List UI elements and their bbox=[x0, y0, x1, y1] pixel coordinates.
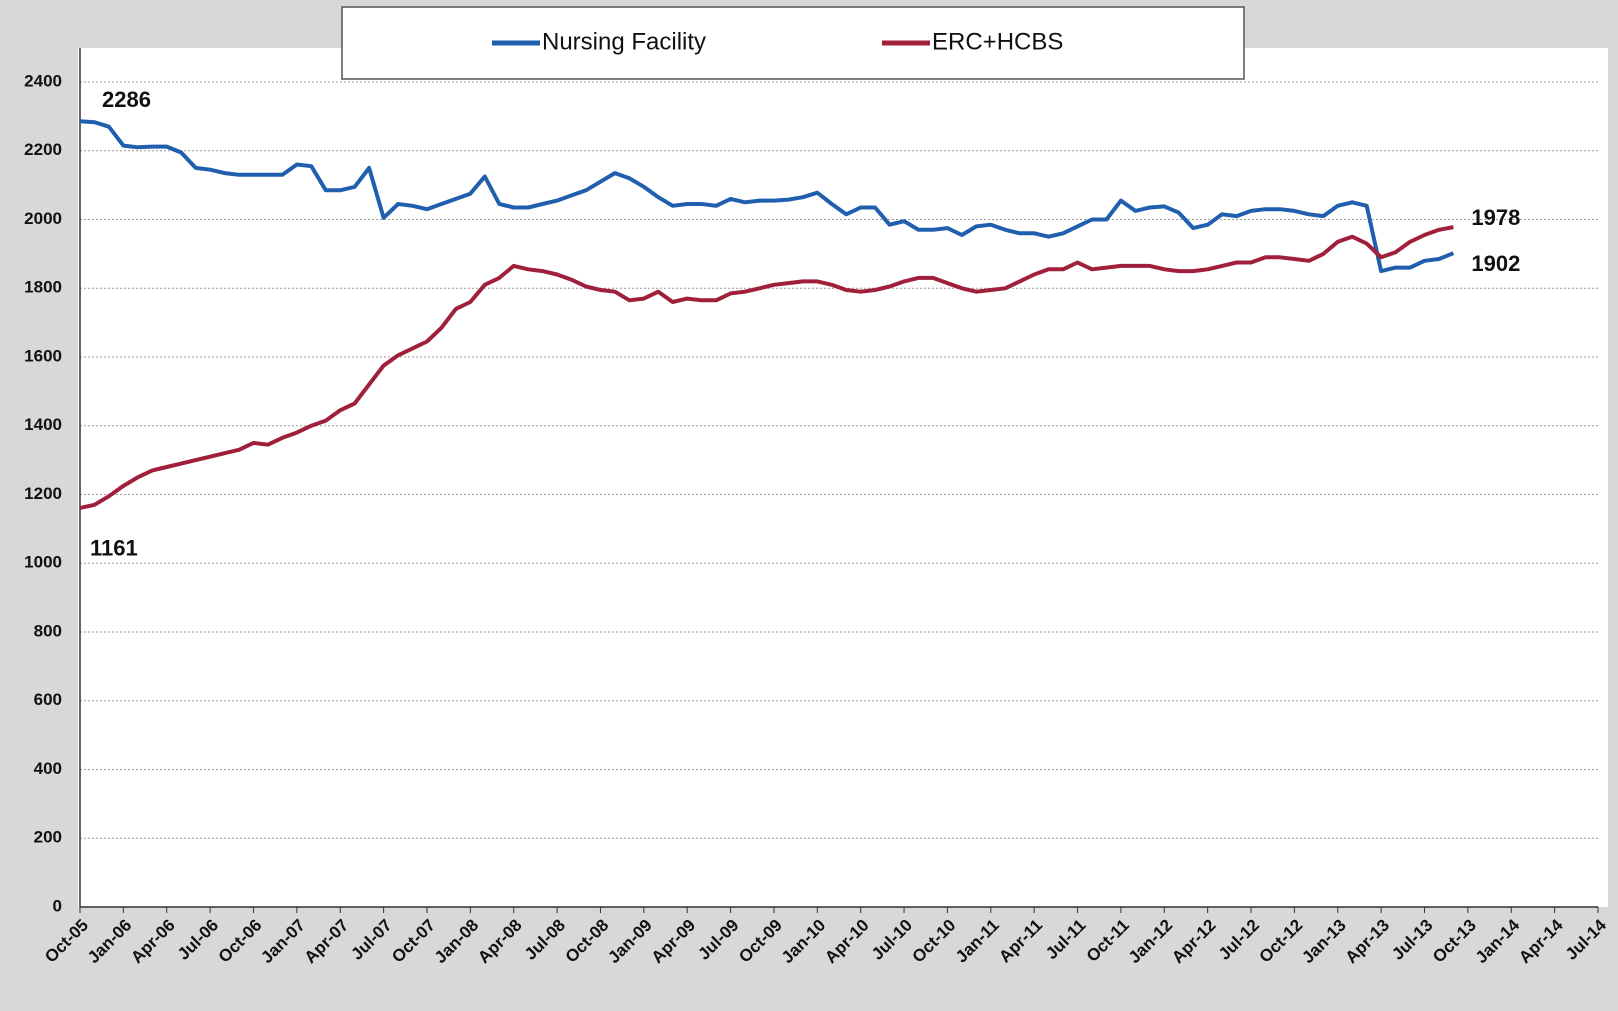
y-tick-label: 2000 bbox=[24, 209, 62, 228]
data-label: 1902 bbox=[1471, 251, 1520, 276]
y-tick-label: 1200 bbox=[24, 484, 62, 503]
data-label: 2286 bbox=[102, 87, 151, 112]
data-label: 1161 bbox=[90, 536, 138, 561]
y-tick-label: 2400 bbox=[24, 71, 62, 90]
series-line bbox=[79, 225, 1454, 510]
y-tick-label: 1400 bbox=[24, 415, 62, 434]
y-tick-label: 0 bbox=[53, 896, 62, 915]
y-tick-label: 1800 bbox=[24, 278, 62, 297]
plot-area bbox=[78, 48, 1608, 907]
y-tick-label: 800 bbox=[34, 621, 62, 640]
y-tick-label: 2200 bbox=[24, 140, 62, 159]
y-tick-label: 400 bbox=[34, 759, 62, 778]
series-line bbox=[79, 119, 1455, 274]
y-tick-label: 1600 bbox=[24, 346, 62, 365]
legend-label: Nursing Facility bbox=[542, 28, 706, 55]
data-label: 1978 bbox=[1471, 205, 1520, 230]
y-tick-label: 1000 bbox=[24, 553, 62, 572]
y-tick-label: 200 bbox=[34, 828, 62, 847]
legend-box bbox=[341, 6, 1245, 80]
y-tick-label: 600 bbox=[34, 690, 62, 709]
legend-label: ERC+HCBS bbox=[932, 28, 1063, 55]
